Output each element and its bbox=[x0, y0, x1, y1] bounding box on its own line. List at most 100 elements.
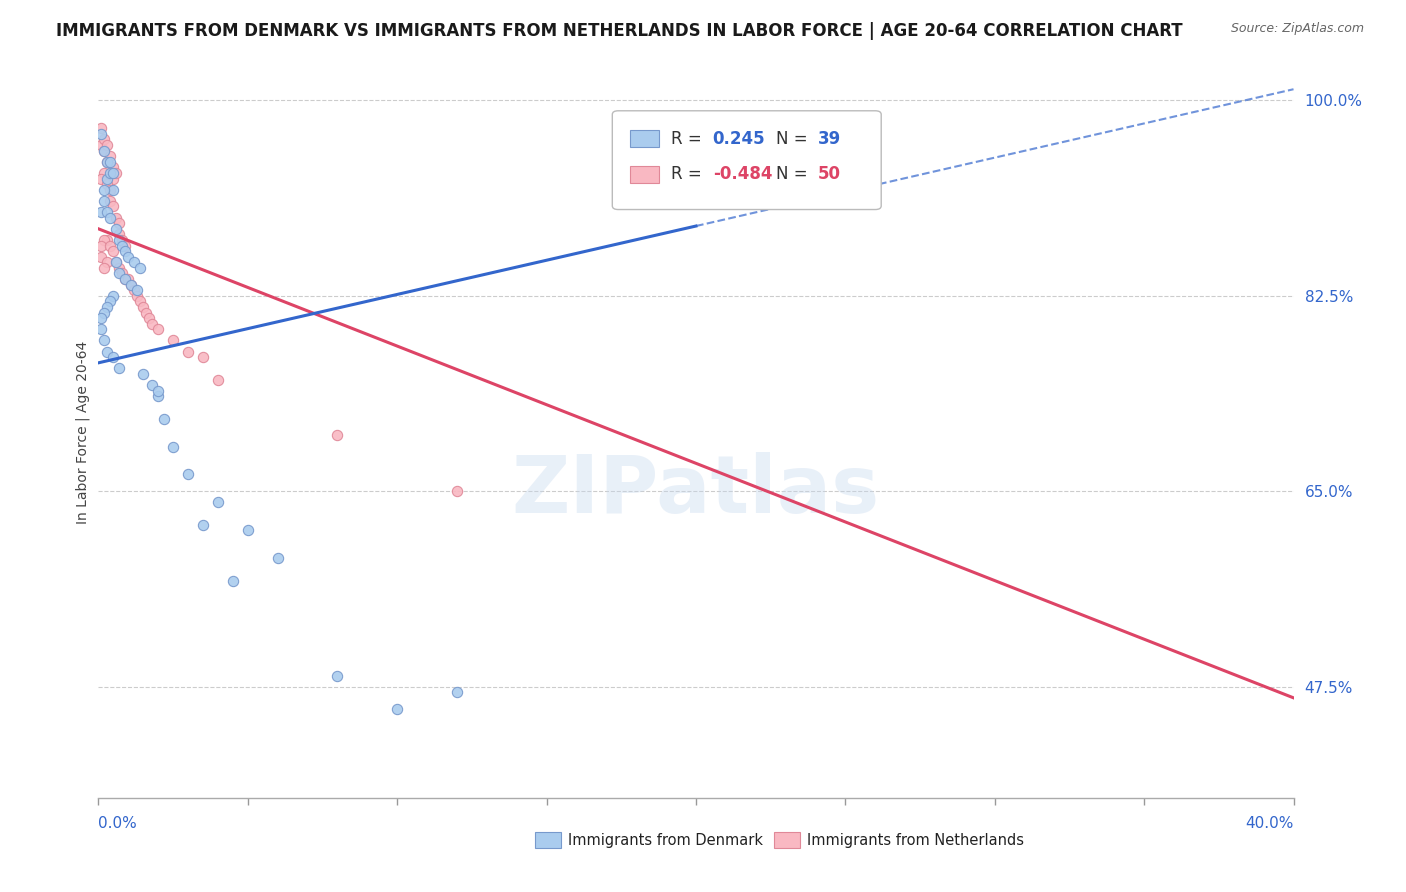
Point bbox=[103, 161, 125, 175]
Point bbox=[98, 183, 122, 197]
FancyBboxPatch shape bbox=[630, 130, 659, 147]
Text: 0.245: 0.245 bbox=[713, 129, 765, 147]
Point bbox=[90, 121, 112, 136]
Point bbox=[90, 238, 112, 252]
Point bbox=[90, 138, 112, 153]
Point bbox=[108, 233, 131, 247]
FancyBboxPatch shape bbox=[773, 832, 800, 848]
Point bbox=[96, 177, 118, 191]
Point bbox=[96, 138, 118, 153]
Point bbox=[98, 194, 122, 208]
Point bbox=[236, 524, 259, 538]
Point bbox=[141, 317, 163, 331]
Point bbox=[207, 373, 229, 387]
Point bbox=[90, 322, 112, 336]
Point bbox=[129, 294, 152, 309]
Point bbox=[267, 551, 290, 566]
Point bbox=[111, 267, 134, 281]
Point bbox=[98, 166, 122, 180]
Point bbox=[114, 272, 136, 286]
Point bbox=[124, 283, 146, 297]
Point bbox=[162, 334, 184, 348]
Point bbox=[90, 250, 112, 264]
Point bbox=[117, 272, 139, 286]
Text: R =: R = bbox=[671, 129, 702, 147]
Point bbox=[90, 205, 112, 219]
Point bbox=[148, 322, 170, 336]
Point bbox=[98, 149, 122, 163]
Point bbox=[103, 171, 125, 186]
Point bbox=[177, 467, 200, 482]
Point bbox=[153, 411, 176, 425]
Point bbox=[96, 233, 118, 247]
Point bbox=[103, 166, 125, 180]
Text: Source: ZipAtlas.com: Source: ZipAtlas.com bbox=[1230, 22, 1364, 36]
Point bbox=[177, 344, 200, 359]
Point bbox=[103, 183, 125, 197]
Point bbox=[108, 361, 131, 376]
Point bbox=[326, 428, 349, 442]
Point bbox=[93, 132, 115, 146]
Point bbox=[108, 260, 131, 275]
Point bbox=[141, 378, 163, 392]
Point bbox=[96, 255, 118, 269]
Point bbox=[105, 211, 128, 225]
FancyBboxPatch shape bbox=[613, 111, 882, 210]
Point bbox=[93, 194, 115, 208]
Text: R =: R = bbox=[671, 165, 702, 184]
Point bbox=[385, 702, 409, 716]
Point bbox=[96, 344, 118, 359]
Y-axis label: In Labor Force | Age 20-64: In Labor Force | Age 20-64 bbox=[76, 341, 90, 524]
Point bbox=[222, 574, 245, 588]
Point bbox=[326, 668, 349, 682]
Text: 0.0%: 0.0% bbox=[98, 816, 138, 831]
Text: 40.0%: 40.0% bbox=[1246, 816, 1294, 831]
Text: N =: N = bbox=[776, 165, 807, 184]
Point bbox=[191, 350, 214, 364]
Text: 39: 39 bbox=[818, 129, 841, 147]
Point bbox=[96, 154, 118, 169]
Text: IMMIGRANTS FROM DENMARK VS IMMIGRANTS FROM NETHERLANDS IN LABOR FORCE | AGE 20-6: IMMIGRANTS FROM DENMARK VS IMMIGRANTS FR… bbox=[56, 22, 1182, 40]
Point bbox=[114, 272, 136, 286]
Point bbox=[117, 250, 139, 264]
Point bbox=[148, 389, 170, 403]
Point bbox=[446, 685, 468, 699]
Point bbox=[90, 171, 112, 186]
Point bbox=[90, 127, 112, 141]
Point bbox=[98, 238, 122, 252]
Point bbox=[446, 484, 468, 499]
Point bbox=[96, 171, 118, 186]
Point bbox=[105, 255, 128, 269]
Point bbox=[93, 233, 115, 247]
Point bbox=[96, 154, 118, 169]
Text: N =: N = bbox=[776, 129, 807, 147]
Point bbox=[162, 440, 184, 454]
Point bbox=[138, 311, 160, 326]
Point bbox=[148, 384, 170, 398]
Text: -0.484: -0.484 bbox=[713, 165, 772, 184]
Point bbox=[135, 305, 157, 319]
FancyBboxPatch shape bbox=[534, 832, 561, 848]
Point bbox=[103, 350, 125, 364]
Point bbox=[90, 311, 112, 326]
Point bbox=[93, 305, 115, 319]
Point bbox=[98, 294, 122, 309]
Point bbox=[93, 260, 115, 275]
Point bbox=[93, 166, 115, 180]
Point bbox=[93, 144, 115, 158]
Point bbox=[108, 227, 131, 242]
Point bbox=[127, 283, 149, 297]
Point bbox=[93, 144, 115, 158]
Point bbox=[191, 517, 214, 532]
Text: 50: 50 bbox=[818, 165, 841, 184]
Point bbox=[105, 166, 128, 180]
Point bbox=[98, 154, 122, 169]
Point bbox=[127, 289, 149, 303]
Point bbox=[98, 211, 122, 225]
Point bbox=[111, 238, 134, 252]
Point bbox=[105, 222, 128, 236]
Point bbox=[124, 255, 146, 269]
Text: Immigrants from Netherlands: Immigrants from Netherlands bbox=[807, 832, 1024, 847]
Point bbox=[93, 334, 115, 348]
Point bbox=[96, 205, 118, 219]
